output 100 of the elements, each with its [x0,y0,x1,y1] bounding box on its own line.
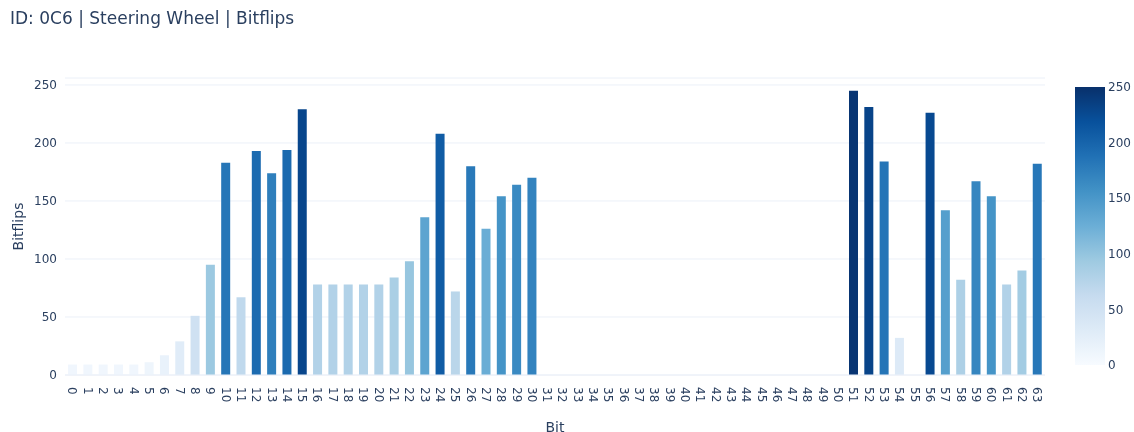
x-tick-label: 56 [922,387,937,403]
y-tick-label: 50 [41,310,57,325]
bar [389,277,399,375]
x-tick-label: 45 [754,387,769,403]
x-tick-label: 11 [233,387,248,403]
bar [971,181,981,375]
x-tick-label: 19 [356,387,371,403]
bar [527,177,537,375]
bar [435,133,445,375]
bar [925,112,935,375]
x-tick-label: 47 [785,387,800,403]
x-tick-label: 28 [494,387,509,403]
color-bar-label: 50 [1108,302,1124,317]
x-tick-label: 55 [907,387,922,403]
x-tick-label: 62 [1014,387,1029,403]
bar [1002,284,1012,375]
bar [313,284,323,375]
bar [879,161,889,375]
x-tick-label: 44 [739,387,754,403]
x-tick-label: 7 [172,387,187,395]
x-tick-label: 57 [938,387,953,403]
y-tick-label: 100 [34,252,57,267]
x-tick-label: 20 [371,387,386,403]
x-tick-label: 46 [769,387,784,403]
x-tick-label: 3 [111,387,126,395]
x-tick-label: 8 [187,387,202,395]
x-tick-label: 17 [325,387,340,403]
x-tick-label: 18 [341,387,356,403]
x-tick-label: 33 [570,387,585,403]
bar [420,217,430,375]
x-tick-label: 39 [662,387,677,403]
x-tick-label: 5 [142,387,157,395]
x-tick-label: 22 [402,387,417,403]
x-tick-label: 25 [448,387,463,403]
x-tick-label: 42 [708,387,723,403]
bar [282,149,292,375]
x-tick-label: 41 [693,387,708,403]
x-tick-label: 16 [310,387,325,403]
x-tick-label: 34 [586,387,601,403]
x-tick-label: 51 [846,387,861,403]
x-tick-label: 40 [677,387,692,403]
x-tick-label: 61 [999,387,1014,403]
x-tick-label: 59 [968,387,983,403]
x-tick-label: 26 [463,387,478,403]
bar [512,184,522,375]
x-tick-label: 53 [877,387,892,403]
bar [956,279,966,375]
x-tick-label: 1 [80,387,95,395]
bar [297,109,307,375]
bar [267,173,277,375]
bar [221,162,231,375]
bar [466,166,476,375]
bar [359,284,368,375]
x-tick-label: 0 [65,387,80,395]
bar [190,315,200,375]
x-axis-title: Bit [545,419,565,432]
bar [450,291,460,375]
x-tick-label: 15 [295,387,310,403]
x-tick-label: 30 [524,387,539,403]
y-axis-title: Bitflips [9,202,26,251]
chart-title: ID: 0C6 | Steering Wheel | Bitflips [10,8,295,28]
bar [1032,163,1042,375]
color-bar-label: 150 [1108,191,1131,206]
x-tick-label: 9 [203,387,218,395]
color-bar-label: 250 [1108,80,1131,95]
x-tick-label: 38 [647,387,662,403]
x-tick-label: 43 [723,387,738,403]
x-tick-label: 29 [509,387,524,403]
bar [481,228,491,375]
bar [236,297,246,375]
bar [343,284,353,375]
x-tick-label: 37 [632,387,647,403]
x-tick-label: 31 [540,387,555,403]
bar [205,264,215,375]
x-tick-label: 27 [478,387,493,403]
x-tick-label: 60 [984,387,999,403]
x-tick-label: 52 [861,387,876,403]
x-tick-label: 58 [953,387,968,403]
color-bar-label: 200 [1108,135,1131,150]
x-tick-label: 21 [387,387,402,403]
y-tick-label: 250 [34,78,57,93]
bar [986,196,996,375]
bar [894,337,904,375]
bar [374,284,384,375]
y-tick-label: 200 [34,136,57,151]
x-tick-label: 36 [616,387,631,403]
x-tick-label: 12 [249,387,264,403]
y-tick-label: 150 [34,194,57,209]
color-bar-label: 0 [1108,358,1116,373]
bar [251,151,261,375]
x-tick-label: 63 [1030,387,1045,403]
x-tick-label: 2 [96,387,111,395]
bar [1017,270,1027,375]
x-tick-label: 50 [831,387,846,403]
y-tick-label: 0 [49,368,57,383]
x-tick-label: 32 [555,387,570,403]
x-tick-label: 23 [417,387,432,403]
x-tick-label: 6 [157,387,172,395]
x-tick-label: 35 [601,387,616,403]
color-bar-label: 100 [1108,247,1131,261]
